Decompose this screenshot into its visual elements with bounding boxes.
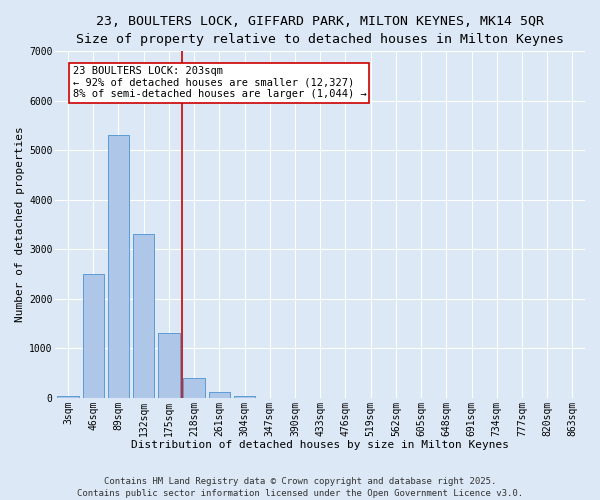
Bar bbox=[209, 392, 230, 398]
Bar bbox=[158, 334, 179, 398]
Y-axis label: Number of detached properties: Number of detached properties bbox=[15, 126, 25, 322]
Bar bbox=[108, 136, 129, 398]
Bar bbox=[234, 396, 255, 398]
Bar bbox=[58, 396, 79, 398]
Bar bbox=[83, 274, 104, 398]
Text: 23 BOULTERS LOCK: 203sqm
← 92% of detached houses are smaller (12,327)
8% of sem: 23 BOULTERS LOCK: 203sqm ← 92% of detach… bbox=[73, 66, 367, 100]
Bar bbox=[133, 234, 154, 398]
X-axis label: Distribution of detached houses by size in Milton Keynes: Distribution of detached houses by size … bbox=[131, 440, 509, 450]
Title: 23, BOULTERS LOCK, GIFFARD PARK, MILTON KEYNES, MK14 5QR
Size of property relati: 23, BOULTERS LOCK, GIFFARD PARK, MILTON … bbox=[76, 15, 564, 46]
Text: Contains HM Land Registry data © Crown copyright and database right 2025.
Contai: Contains HM Land Registry data © Crown c… bbox=[77, 476, 523, 498]
Bar bbox=[184, 378, 205, 398]
